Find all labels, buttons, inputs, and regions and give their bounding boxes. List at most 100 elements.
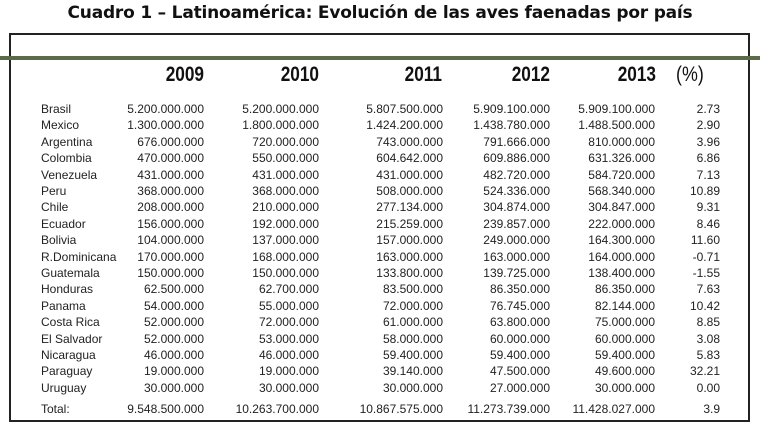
value-2011: 39.140.000 [382, 364, 443, 379]
value-2009: 9.548.500.000 [127, 402, 204, 416]
table-row: Uruguay 30.000.000 30.000.000 30.000.000 27.… [0, 380, 760, 396]
header-2013: 2013 [617, 63, 656, 86]
value-2011: 431.000.000 [376, 167, 443, 182]
country-cell: Brasil [41, 102, 72, 116]
percent-cell: 7.63 [696, 282, 720, 297]
table-row: Honduras 62.500.000 62.700.000 83.500.000 86… [0, 281, 760, 297]
value-2010: 46.000.000 [258, 348, 319, 362]
value-2012: 139.725.000 [483, 266, 550, 280]
value-2011: 5.807.500.000 [366, 102, 443, 116]
value-2013: 222.000.000 [588, 216, 655, 231]
percent-cell: 32.21 [689, 364, 720, 379]
percent-cell: 0.00 [696, 380, 720, 395]
value-2011: 157.000.000 [376, 233, 443, 248]
value-2013: 75.000.000 [594, 315, 655, 330]
country-cell: Costa Rica [41, 315, 100, 330]
value-2009: 150.000.000 [137, 266, 204, 280]
value-2012: 60.000.000 [489, 331, 550, 346]
table-row: R.Dominicana 170.000.000 168.000.000 163.00… [0, 249, 760, 265]
table-row: Nicaragua 46.000.000 46.000.000 59.400.000 5… [0, 347, 760, 363]
value-2009: 62.500.000 [143, 282, 204, 297]
value-2011: 1.424.200.000 [366, 118, 443, 133]
table-title: Cuadro 1 – Latinoamérica: Evolución de l… [67, 3, 693, 23]
country-cell: Paraguay [41, 364, 93, 379]
value-2013: 11.428.027.000 [572, 402, 655, 416]
value-2012: 86.350.000 [489, 282, 550, 297]
value-2012: 249.000.000 [483, 233, 550, 248]
table-row: Brasil 5.200.000.000 5.200.000.000 5.807.50… [0, 101, 760, 117]
percent-cell: 10.42 [689, 298, 720, 313]
value-2010: 368.000.000 [252, 184, 319, 198]
country-cell: Mexico [41, 118, 80, 133]
value-2011: 30.000.000 [382, 380, 443, 395]
value-2013: 138.400.000 [588, 266, 655, 280]
value-2011: 163.000.000 [376, 249, 443, 264]
value-2010: 55.000.000 [258, 298, 319, 313]
value-2010: 30.000.000 [258, 380, 319, 395]
value-2009: 54.000.000 [143, 298, 204, 313]
value-2012: 239.857.000 [483, 216, 550, 231]
table-row: Argentina 676.000.000 720.000.000 743.000.0… [0, 134, 760, 150]
percent-cell: 3.08 [696, 331, 720, 346]
value-2013: 5.909.100.000 [578, 102, 655, 116]
header-2012: 2012 [511, 63, 550, 86]
value-2011: 743.000.000 [376, 134, 443, 149]
table-row: Ecuador 156.000.000 192.000.000 215.259.000… [0, 216, 760, 232]
value-2010: 550.000.000 [252, 151, 319, 166]
value-2011: 59.400.000 [382, 348, 443, 362]
country-cell: Honduras [41, 282, 94, 297]
header-percent: (%) [676, 63, 704, 86]
value-2010: 210.000.000 [252, 200, 319, 215]
value-2009: 431.000.000 [137, 167, 204, 182]
value-2013: 1.488.500.000 [578, 118, 655, 133]
value-2010: 10.263.700.000 [235, 402, 319, 416]
value-2013: 631.326.000 [588, 151, 655, 166]
value-2012: 524.336.000 [483, 184, 550, 198]
value-2012: 11.273.739.000 [467, 402, 550, 416]
table-row: Colombia 470.000.000 550.000.000 604.642.00… [0, 150, 760, 166]
country-cell: Chile [41, 200, 69, 215]
percent-cell: 2.90 [696, 118, 720, 133]
value-2011: 215.259.000 [376, 216, 443, 231]
country-cell: Uruguay [41, 380, 87, 395]
table-row: Peru 368.000.000 368.000.000 508.000.000 524… [0, 183, 760, 199]
value-2010: 72.000.000 [258, 315, 319, 330]
percent-cell: -0.71 [692, 249, 720, 264]
country-cell: Ecuador [41, 216, 86, 231]
value-2010: 19.000.000 [258, 364, 319, 379]
value-2009: 104.000.000 [137, 233, 204, 248]
country-cell: Bolivia [41, 233, 77, 248]
value-2009: 46.000.000 [143, 348, 204, 362]
value-2009: 52.000.000 [143, 315, 204, 330]
country-cell: Venezuela [41, 167, 98, 182]
percent-cell: 3.9 [703, 402, 720, 416]
value-2011: 604.642.000 [376, 151, 443, 166]
value-2013: 584.720.000 [588, 167, 655, 182]
percent-cell: 7.13 [696, 167, 720, 182]
value-2013: 568.340.000 [588, 184, 655, 198]
table-frame [9, 33, 750, 422]
header-2010: 2010 [280, 63, 319, 86]
value-2012: 609.886.000 [483, 151, 550, 166]
value-2010: 192.000.000 [252, 216, 319, 231]
table-row: El Salvador 52.000.000 53.000.000 58.000.00… [0, 331, 760, 347]
percent-cell: 3.96 [696, 134, 720, 149]
value-2013: 810.000.000 [588, 134, 655, 149]
value-2013: 164.300.000 [588, 233, 655, 248]
value-2010: 137.000.000 [252, 233, 319, 248]
value-2013: 164.000.000 [588, 249, 655, 264]
country-cell: R.Dominicana [41, 249, 117, 264]
percent-cell: 8.85 [696, 315, 720, 330]
value-2010: 150.000.000 [252, 266, 319, 280]
country-cell: Guatemala [41, 266, 100, 280]
value-2011: 277.134.000 [376, 200, 443, 215]
header-2009: 2009 [165, 63, 204, 86]
value-2012: 47.500.000 [489, 364, 550, 379]
value-2013: 60.000.000 [594, 331, 655, 346]
value-2009: 208.000.000 [137, 200, 204, 215]
value-2011: 133.800.000 [376, 266, 443, 280]
percent-cell: 6.86 [696, 151, 720, 166]
total-row: Total: 9.548.500.000 10.263.700.000 10.867.… [0, 401, 760, 417]
table-row: Costa Rica 52.000.000 72.000.000 61.000.000… [0, 314, 760, 330]
percent-cell: 11.60 [690, 233, 720, 248]
